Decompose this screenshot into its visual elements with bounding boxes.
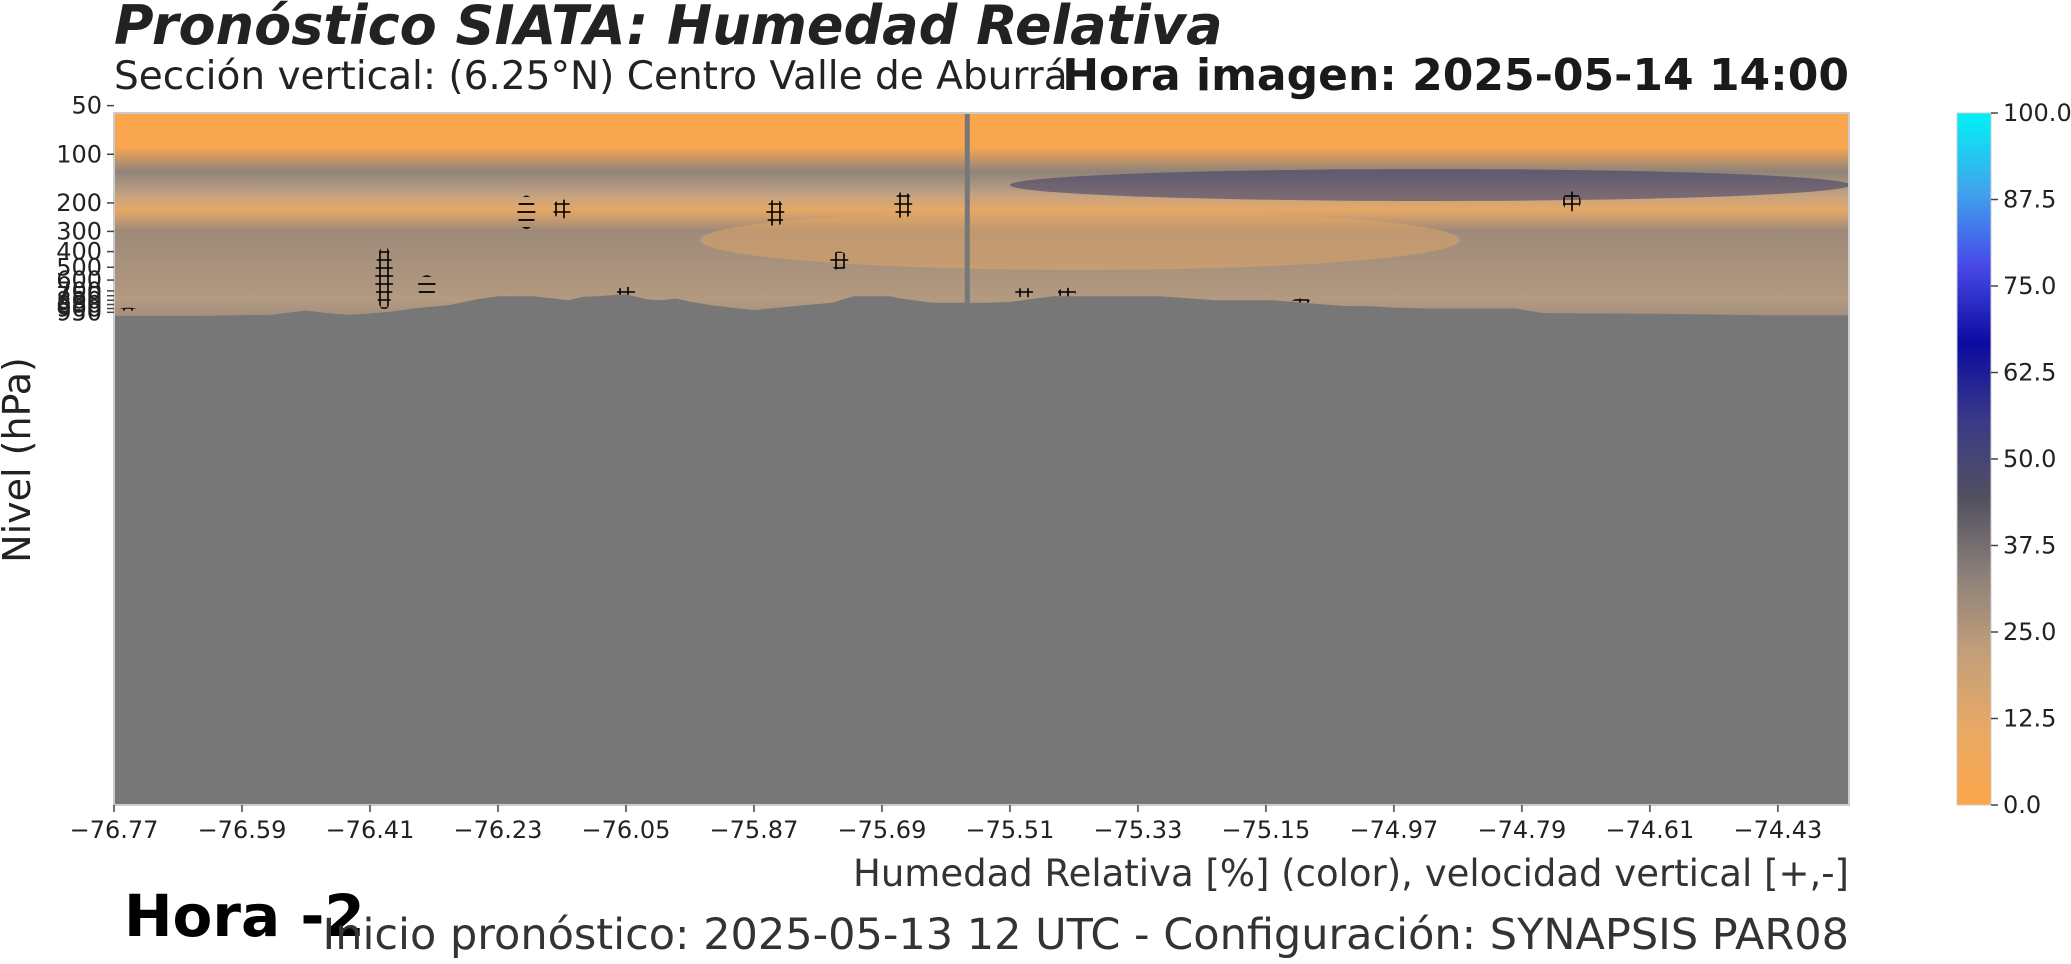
vertical-velocity-layer [119, 191, 1581, 311]
vertical-velocity-region [766, 199, 785, 227]
x-tick-label: −74.97 [1350, 816, 1439, 844]
colorbar [1956, 112, 1992, 806]
vertical-velocity-region [830, 251, 849, 271]
colorbar-tick-label: 100.0 [2003, 99, 2071, 127]
hour-label: Hora -2 [124, 882, 365, 950]
x-axis: −76.77 −76.59 −76.41 −76.23 −76.05 −75.87 −75.… [70, 805, 1822, 844]
y-tick-label: 950 [56, 298, 102, 326]
colorbar-tick-label: 0.0 [2003, 791, 2041, 819]
page-subtitle: Sección vertical: (6.25°N) Centro Valle … [114, 54, 1068, 99]
y-tick-label: 500 [56, 253, 102, 281]
x-tick-label: −74.43 [1733, 816, 1822, 844]
x-tick-label: −75.87 [710, 816, 799, 844]
y-tick-label: 600 [56, 266, 102, 294]
x-tick-label: −74.61 [1605, 816, 1694, 844]
vertical-velocity-region [552, 199, 571, 219]
colorbar-tick-label: 87.5 [2003, 186, 2056, 214]
y-tick-label: 400 [56, 238, 102, 266]
x-tick-label: −76.41 [326, 816, 415, 844]
x-tick-label: −75.33 [1094, 816, 1183, 844]
colorbar-ticks: 0.0 12.5 25.0 37.5 50.0 62.5 75.0 87.5 100.0 [1991, 99, 2071, 819]
y-tick-label: 800 [56, 286, 102, 314]
x-tick-label: −76.23 [454, 816, 543, 844]
vertical-velocity-region [119, 307, 138, 311]
vertical-velocity-region [1562, 191, 1581, 212]
plot-frame [113, 112, 1850, 806]
vertical-velocity-region [417, 275, 436, 299]
x-tick-label: −76.05 [582, 816, 671, 844]
x-tick-label: −76.77 [70, 816, 159, 844]
page-title: Pronóstico SIATA: Humedad Relativa [114, 0, 1223, 57]
colorbar-tick-label: 75.0 [2003, 272, 2056, 300]
x-tick-label: −76.59 [198, 816, 287, 844]
image-time: Hora imagen: 2025-05-14 14:00 [1062, 50, 1849, 101]
vertical-velocity-region [1015, 287, 1034, 298]
colorbar-tick-label: 37.5 [2003, 532, 2056, 560]
colorbar-tick-label: 62.5 [2003, 359, 2056, 387]
vertical-velocity-region [894, 191, 913, 219]
y-axis-label: Nivel (hPa) [0, 357, 39, 563]
y-tick-label: 900 [56, 295, 102, 323]
y-tick-label: 850 [56, 291, 102, 319]
y-tick-label: 750 [56, 282, 102, 310]
colorbar-tick-label: 50.0 [2003, 445, 2056, 473]
terrain [114, 294, 1849, 805]
x-axis-label: Humedad Relativa [%] (color), velocidad … [853, 852, 1849, 895]
init-label: Inicio pronóstico: 2025-05-13 12 UTC - C… [322, 910, 1849, 960]
vertical-velocity-region [1057, 287, 1076, 298]
y-tick-label: 300 [56, 217, 102, 245]
y-tick-label: 700 [56, 277, 102, 305]
x-tick-label: −75.15 [1222, 816, 1311, 844]
colorbar-tick-label: 12.5 [2003, 705, 2056, 733]
vertical-velocity-region [375, 246, 394, 311]
x-tick-label: −75.69 [838, 816, 927, 844]
colorbar-tick-label: 25.0 [2003, 618, 2056, 646]
vertical-velocity-region [517, 195, 536, 230]
y-tick-label: 200 [56, 189, 102, 217]
x-tick-label: −75.51 [966, 816, 1055, 844]
y-tick-label: 100 [56, 140, 102, 168]
x-tick-label: −74.79 [1477, 816, 1566, 844]
y-tick-label: 50 [71, 92, 102, 120]
